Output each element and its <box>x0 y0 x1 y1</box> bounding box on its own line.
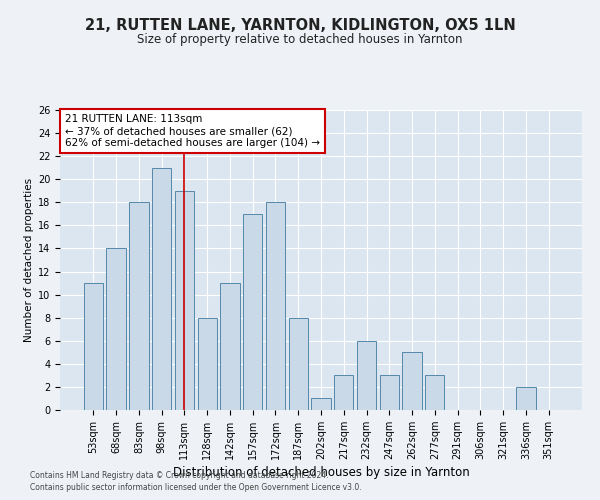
Bar <box>197 318 217 410</box>
Text: 21 RUTTEN LANE: 113sqm
← 37% of detached houses are smaller (62)
62% of semi-det: 21 RUTTEN LANE: 113sqm ← 37% of detached… <box>65 114 320 148</box>
Text: Contains HM Land Registry data © Crown copyright and database right 2024.: Contains HM Land Registry data © Crown c… <box>30 471 329 480</box>
Bar <box>403 352 422 410</box>
X-axis label: Distribution of detached houses by size in Yarnton: Distribution of detached houses by size … <box>173 466 469 479</box>
Text: Contains public sector information licensed under the Open Government Licence v3: Contains public sector information licen… <box>30 484 362 492</box>
Bar <box>84 283 103 410</box>
Bar <box>129 202 149 410</box>
Text: Size of property relative to detached houses in Yarnton: Size of property relative to detached ho… <box>137 32 463 46</box>
Bar <box>106 248 126 410</box>
Y-axis label: Number of detached properties: Number of detached properties <box>23 178 34 342</box>
Bar <box>357 341 376 410</box>
Bar <box>425 376 445 410</box>
Bar <box>334 376 353 410</box>
Bar <box>289 318 308 410</box>
Bar <box>311 398 331 410</box>
Text: 21, RUTTEN LANE, YARNTON, KIDLINGTON, OX5 1LN: 21, RUTTEN LANE, YARNTON, KIDLINGTON, OX… <box>85 18 515 32</box>
Bar <box>380 376 399 410</box>
Bar <box>220 283 239 410</box>
Bar <box>175 191 194 410</box>
Bar <box>266 202 285 410</box>
Bar <box>152 168 172 410</box>
Bar <box>516 387 536 410</box>
Bar <box>243 214 262 410</box>
